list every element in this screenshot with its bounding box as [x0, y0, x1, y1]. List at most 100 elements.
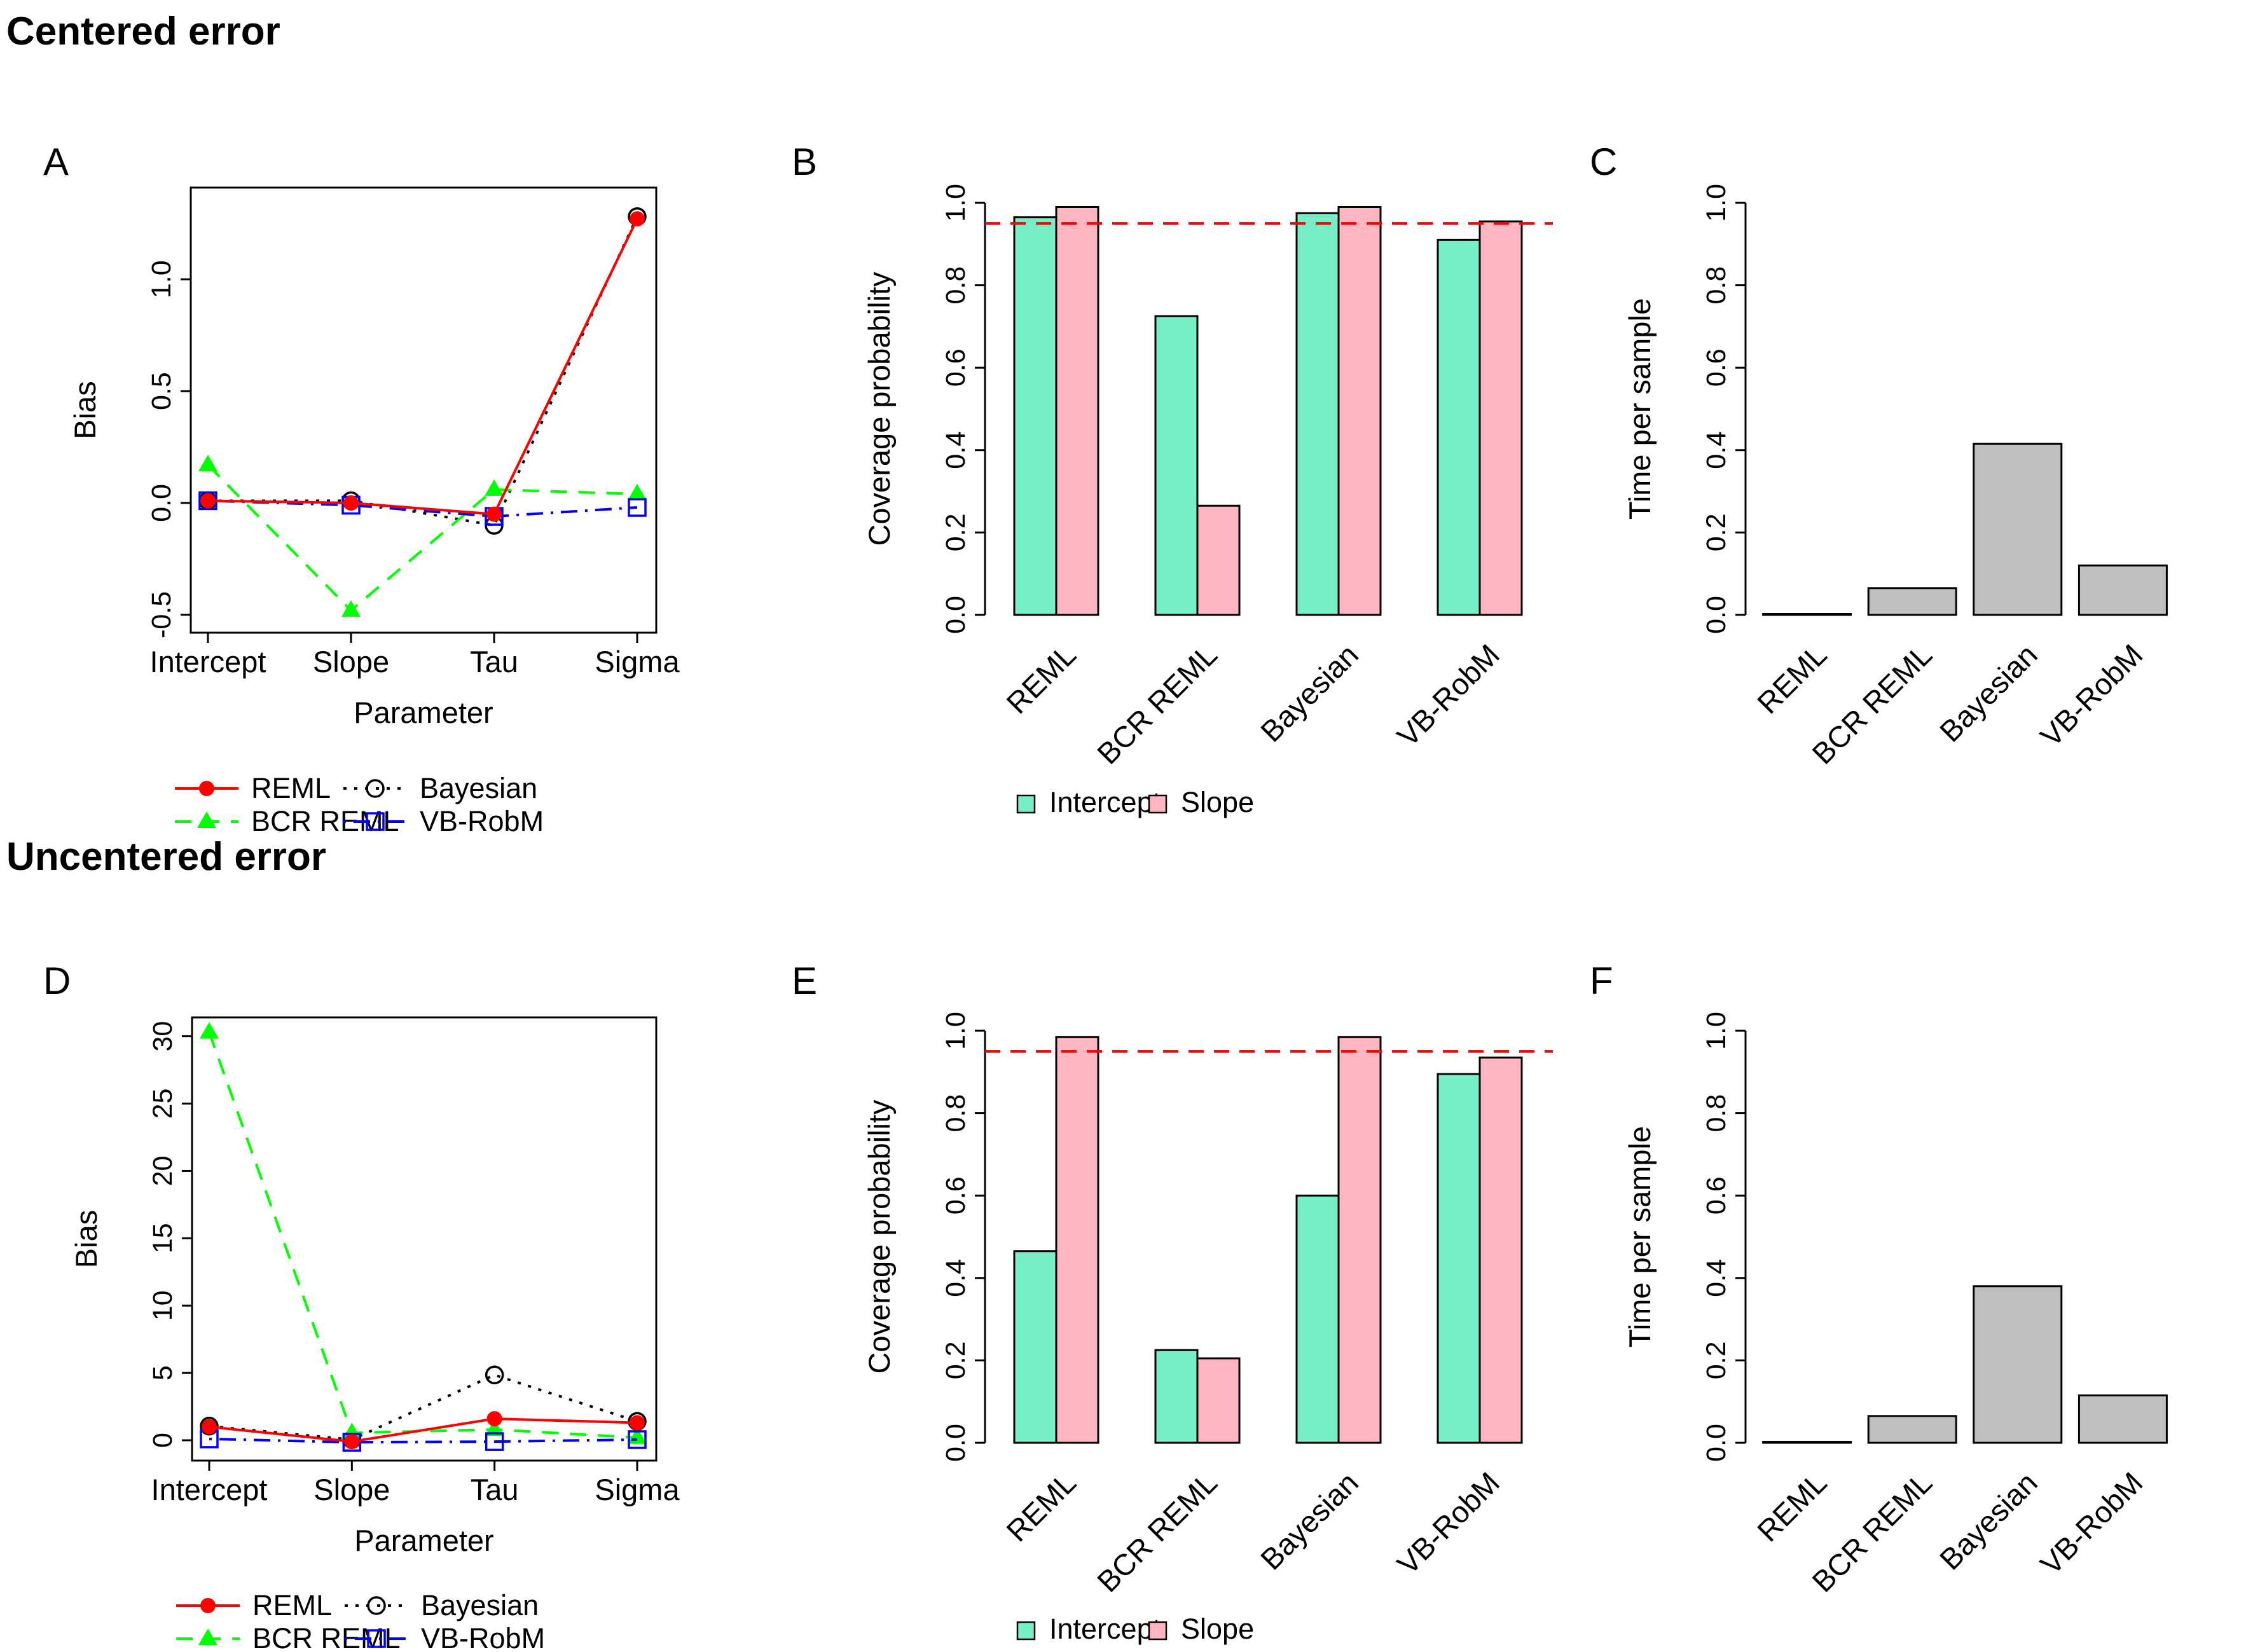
panel-b-coverage-centered: B 0.0 0.2 0.4 0.6 0.8 1.0 Coverage probability… — [763, 108, 1558, 906]
marker-REML — [630, 211, 645, 227]
x-category-label: Sigma — [595, 645, 680, 678]
bar-BCR REML — [1867, 1415, 1957, 1444]
bar-Bayesian-Slope — [1337, 205, 1382, 616]
y-tick-label: 0.0 — [940, 1424, 971, 1462]
y-axis-title: Bias — [68, 381, 102, 439]
x-category-label: Sigma — [595, 1473, 680, 1506]
bar-REML — [1762, 1441, 1852, 1444]
marker-REML — [486, 506, 502, 522]
y-tick-label: 1.0 — [940, 1012, 971, 1050]
legend-label: VB-RobM — [420, 805, 544, 837]
bar-REML-Intercept — [1013, 216, 1058, 616]
y-axis-title: Time per sample — [1623, 1126, 1657, 1347]
bar-REML — [1762, 613, 1852, 616]
x-category-label: Tau — [470, 645, 518, 678]
y-axis-title: Bias — [69, 1210, 103, 1268]
y-tick-label: 0.0 — [1701, 1424, 1732, 1462]
marker-Bayesian — [485, 1365, 504, 1385]
plot-box — [189, 186, 658, 634]
legend-swatch-Slope — [1148, 794, 1168, 814]
legend-swatch-Intercept — [1016, 1621, 1036, 1641]
series-line-BCR REML — [207, 464, 638, 612]
bar-Bayesian-Intercept — [1295, 1194, 1340, 1444]
marker-VB-RobM — [628, 1430, 647, 1449]
y-tick-label: 0.5 — [146, 372, 177, 410]
marker-REML — [202, 1419, 217, 1435]
marker-REML — [343, 495, 359, 511]
legend-marker-REML — [200, 1598, 216, 1613]
y-tick-label: 0.8 — [1701, 266, 1732, 305]
panel-letter-c: C — [1590, 141, 1618, 183]
coverage-bar-chart-uncentered: 0.0 0.2 0.4 0.6 0.8 1.0 Coverage probability RE… — [862, 1012, 1553, 1645]
bar-REML-Slope — [1055, 205, 1099, 616]
bar-VB-RobM-Intercept — [1437, 238, 1481, 616]
x-category-label: VB-RobM — [1391, 1466, 1506, 1581]
x-axis-title: Parameter — [354, 696, 493, 729]
y-tick-label: 0.0 — [940, 596, 971, 634]
series-line-REML — [207, 218, 638, 516]
marker-BCR REML — [485, 479, 504, 496]
bar-Bayesian-Intercept — [1295, 212, 1340, 616]
legend-label: Slope — [1181, 786, 1254, 818]
bar-VB-RobM — [2077, 1394, 2168, 1444]
panel-letter-e: E — [792, 960, 818, 1002]
bar-BCR REML-Intercept — [1154, 1349, 1199, 1444]
y-tick-label: 15 — [148, 1223, 178, 1253]
marker-REML — [486, 1411, 502, 1427]
x-category-label: Intercept — [150, 645, 266, 678]
legend-label: BCR REML — [251, 805, 399, 837]
bar-REML-Slope — [1055, 1036, 1099, 1444]
legend-swatch-Intercept — [1016, 794, 1036, 814]
x-category-label: REML — [1751, 1466, 1833, 1548]
bar-BCR REML-Slope — [1196, 504, 1241, 616]
y-axis-title: Coverage probability — [862, 1099, 896, 1374]
y-tick-label: 0.2 — [1701, 514, 1732, 552]
y-tick-label: 1.0 — [940, 184, 971, 222]
series-line-BCR REML — [208, 1031, 638, 1439]
series-line-VB-RobM — [207, 499, 638, 518]
y-tick-label: 0.4 — [1701, 1259, 1732, 1297]
legend-marker-REML — [199, 781, 214, 796]
legend-label: Intercept — [1049, 1613, 1161, 1645]
y-tick-label: 0.8 — [1701, 1094, 1732, 1132]
x-category-label: BCR REML — [1091, 638, 1223, 771]
x-category-label: VB-RobM — [1391, 638, 1506, 754]
y-tick-label: 1.0 — [1701, 1012, 1732, 1050]
x-category-label: Bayesian — [1254, 1466, 1365, 1576]
legend-marker-Bayesian — [367, 1596, 386, 1615]
y-tick-label: -0.5 — [146, 591, 177, 638]
y-tick-label: 25 — [148, 1089, 178, 1119]
bar-REML-Intercept — [1013, 1250, 1058, 1444]
series-line-Bayesian — [208, 216, 638, 527]
panel-c-time-centered: C 0.0 0.2 0.4 0.6 0.8 1.0 Time per sample REML B… — [1526, 108, 2253, 906]
marker-REML — [200, 493, 216, 509]
bar-Bayesian — [1973, 1285, 2063, 1444]
bias-line-chart-centered: -0.5 0.0 0.5 1.0 Bias Intercept Slope Tau Sigma P… — [68, 186, 680, 837]
bar-Bayesian-Slope — [1337, 1036, 1382, 1444]
x-category-label: REML — [1751, 638, 1833, 720]
x-category-label: VB-RobM — [2034, 638, 2149, 754]
section-title-uncentered-error: Uncentered error — [6, 835, 327, 879]
panel-letter-a: A — [43, 141, 69, 183]
bar-BCR REML-Intercept — [1154, 315, 1199, 616]
bar-VB-RobM-Slope — [1478, 1056, 1523, 1444]
bar-Bayesian — [1973, 443, 2063, 616]
coverage-bar-chart-centered: 0.0 0.2 0.4 0.6 0.8 1.0 Coverage probability RE… — [862, 184, 1553, 818]
series-line-REML — [209, 1417, 638, 1443]
x-category-label: Bayesian — [1933, 638, 2044, 748]
panel-a-bias-centered: A -0.5 0.0 0.5 1.0 Bias Intercept Slope Tau Sigm… — [25, 108, 760, 906]
x-category-label: Bayesian — [1933, 1466, 2044, 1576]
legend-marker-BCR REML — [198, 1628, 217, 1645]
legend-label: Intercept — [1049, 786, 1161, 818]
panel-e-coverage-uncentered: E 0.0 0.2 0.4 0.6 0.8 1.0 Coverage probability… — [763, 909, 1558, 1652]
legend-label: VB-RobM — [421, 1622, 545, 1652]
x-category-label: BCR REML — [1091, 1466, 1223, 1599]
y-tick-label: 0.6 — [940, 1176, 971, 1215]
y-tick-label: 0.8 — [940, 266, 971, 305]
x-category-label: Bayesian — [1254, 638, 1365, 748]
marker-VB-RobM — [485, 1432, 504, 1451]
legend-marker-BCR REML — [197, 811, 216, 828]
marker-BCR REML — [198, 455, 217, 472]
